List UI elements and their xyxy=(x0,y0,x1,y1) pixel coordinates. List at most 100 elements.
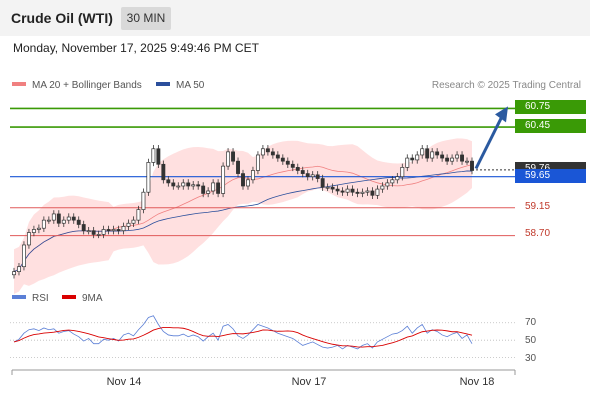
candle-body xyxy=(410,157,415,161)
candle-body xyxy=(46,219,51,222)
candle-body xyxy=(385,182,390,187)
forecast-arrow-shaft xyxy=(474,115,504,170)
legend-rsi: RSI xyxy=(12,293,49,304)
candle-body xyxy=(335,188,340,192)
candle-body xyxy=(280,157,285,162)
candle-body xyxy=(146,162,151,193)
rsi-swatch xyxy=(12,295,26,300)
support-2-label: 58.70 xyxy=(525,228,551,239)
pivot-tag: 59.65 xyxy=(515,169,586,183)
x-label-nov18: Nov 18 xyxy=(459,376,495,388)
candle-body xyxy=(22,244,26,268)
candle-body xyxy=(405,157,410,168)
rsi-line xyxy=(13,315,473,350)
candle-body xyxy=(111,229,116,232)
ma50-legend-label: MA 50 xyxy=(176,80,205,91)
timeframe-badge[interactable]: 30 MIN xyxy=(121,7,171,30)
rsi-tick-30: 30 xyxy=(525,353,537,364)
candle-body xyxy=(270,151,275,156)
candle-body xyxy=(241,173,245,187)
candle-body xyxy=(435,151,440,156)
candle-body xyxy=(126,222,131,227)
candle-body xyxy=(285,160,290,165)
candle-body xyxy=(221,165,226,194)
candle-body xyxy=(91,230,96,235)
candle-body xyxy=(76,219,81,225)
candle-body xyxy=(51,213,56,221)
candle-body xyxy=(216,182,221,194)
support-1-label: 59.15 xyxy=(525,201,551,212)
candle-body xyxy=(310,174,315,178)
candle-body xyxy=(255,154,260,171)
candle-body xyxy=(86,230,91,233)
legend-ma50: MA 50 xyxy=(156,80,204,91)
candle-body xyxy=(345,188,350,193)
candle-body xyxy=(96,234,101,236)
candle-body xyxy=(136,209,141,221)
candle-body xyxy=(181,182,186,187)
candle-body xyxy=(295,167,300,171)
candle-body xyxy=(56,213,61,224)
legend-ma20: MA 20 + Bollinger Bands xyxy=(12,80,142,91)
bollinger-band xyxy=(14,138,472,294)
rsi-ma9-line xyxy=(13,327,473,348)
candle-body xyxy=(425,148,430,159)
ma20-legend-label: MA 20 + Bollinger Bands xyxy=(32,80,142,91)
candle-body xyxy=(420,148,425,156)
candle-body xyxy=(106,229,111,232)
candle-body xyxy=(166,179,171,184)
instrument-title: Crude Oil (WTI) xyxy=(11,10,113,26)
header-bar: Crude Oil (WTI) 30 MIN xyxy=(0,0,590,36)
candle-body xyxy=(465,160,469,163)
candle-body xyxy=(355,191,360,194)
x-label-nov14: Nov 14 xyxy=(106,376,142,388)
candle-body xyxy=(17,266,21,273)
candle-body xyxy=(325,186,330,189)
candle-body xyxy=(211,182,216,192)
candle-body xyxy=(450,157,455,162)
candle-body xyxy=(61,219,66,224)
candle-body xyxy=(400,167,405,178)
candle-body xyxy=(121,225,126,232)
candle-body xyxy=(36,227,41,230)
candle-body xyxy=(196,184,201,187)
candle-body xyxy=(141,191,146,210)
candle-body xyxy=(460,154,464,162)
candle-body xyxy=(305,173,310,178)
candle-body xyxy=(350,188,355,193)
candle-body xyxy=(66,216,71,221)
datetime-label: Monday, November 17, 2025 9:49:46 PM CET xyxy=(13,41,259,55)
candle-body xyxy=(445,157,450,162)
rsi-tick-70: 70 xyxy=(525,317,537,328)
candle-body xyxy=(151,148,156,163)
candle-body xyxy=(191,184,196,187)
candle-body xyxy=(12,271,16,276)
candle-body xyxy=(440,154,445,159)
rsi-legend-label: RSI xyxy=(32,293,49,304)
candle-body xyxy=(290,163,295,168)
candle-body xyxy=(265,148,270,153)
candle-body xyxy=(226,151,231,167)
ma50-swatch xyxy=(156,82,170,87)
candle-body xyxy=(415,154,420,161)
candle-body xyxy=(201,185,206,194)
candle-body xyxy=(251,170,255,181)
ma20-swatch xyxy=(12,82,26,87)
candle-body xyxy=(176,185,181,188)
ma9-legend-label: 9MA xyxy=(82,293,103,304)
candle-body xyxy=(186,182,191,187)
forecast-arrow-head xyxy=(495,106,508,123)
candle-body xyxy=(455,154,460,159)
candle-body xyxy=(330,186,335,190)
candle-body xyxy=(320,178,325,188)
candle-body xyxy=(275,154,280,159)
candle-body xyxy=(81,224,86,232)
candle-body xyxy=(171,182,176,187)
resistance-2-tag: 60.75 xyxy=(515,100,586,114)
candle-body xyxy=(161,163,166,181)
rsi-tick-50: 50 xyxy=(525,335,537,346)
candle-body xyxy=(395,176,400,181)
candle-body xyxy=(365,190,370,193)
candle-body xyxy=(26,232,31,246)
